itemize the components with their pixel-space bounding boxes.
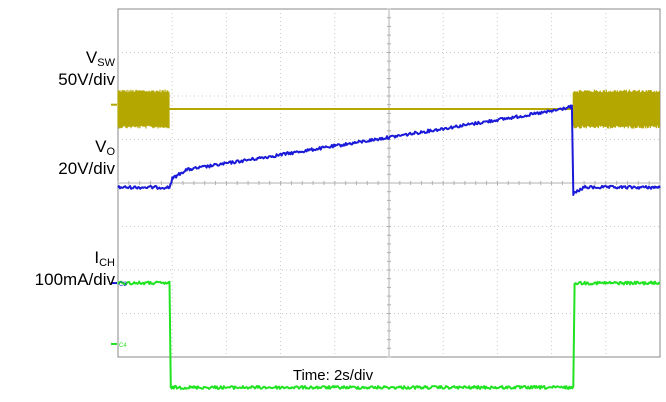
ground-marker-label-c3: C3	[119, 282, 127, 288]
traces	[117, 89, 661, 390]
x-axis-label: Time: 2s/div	[292, 367, 374, 384]
ground-marker-label-c4: C4	[119, 343, 127, 349]
vo-label: VO	[95, 137, 115, 158]
vsw-label: VSW	[85, 48, 115, 69]
trace-ich	[117, 280, 661, 390]
trace-vo	[117, 104, 661, 196]
trace-vsw-burst	[117, 89, 170, 129]
channel-markers: C1 C3 C4	[111, 103, 127, 349]
ich-label: ICH	[94, 248, 115, 269]
vo-scale-label: 20V/div	[58, 159, 115, 178]
graticule	[117, 8, 661, 358]
vsw-scale-label: 50V/div	[58, 70, 115, 89]
ich-scale-label: 100mA/div	[34, 270, 115, 289]
ground-marker-label-c1: C1	[119, 104, 127, 110]
trace-vsw-burst	[572, 89, 660, 129]
